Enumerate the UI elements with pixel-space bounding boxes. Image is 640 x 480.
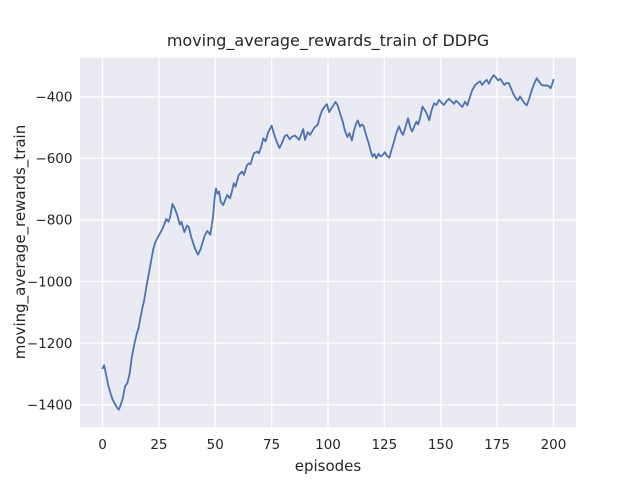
y-tick-label: −1200 bbox=[27, 336, 73, 352]
chart-title: moving_average_rewards_train of DDPG bbox=[166, 31, 490, 50]
x-axis-label: episodes bbox=[294, 457, 362, 475]
x-tick-label: 100 bbox=[315, 437, 341, 453]
x-tick-label: 75 bbox=[263, 437, 280, 453]
x-tick-label: 125 bbox=[371, 437, 397, 453]
y-tick-label: −800 bbox=[35, 213, 72, 229]
x-tick-label: 175 bbox=[484, 437, 510, 453]
y-tick-label: −600 bbox=[35, 151, 72, 167]
x-tick-label: 50 bbox=[207, 437, 224, 453]
series-line bbox=[101, 74, 555, 411]
y-tick-label: −1000 bbox=[27, 274, 73, 290]
x-tick-label: 200 bbox=[541, 437, 567, 453]
x-tick-label: 150 bbox=[428, 437, 454, 453]
y-axis-label: moving_average_rewards_train bbox=[11, 124, 29, 360]
x-tick-label: 25 bbox=[150, 437, 167, 453]
y-tick-label: −400 bbox=[35, 90, 72, 106]
y-tick-label: −1400 bbox=[27, 398, 73, 414]
x-tick-label: 0 bbox=[98, 437, 107, 453]
